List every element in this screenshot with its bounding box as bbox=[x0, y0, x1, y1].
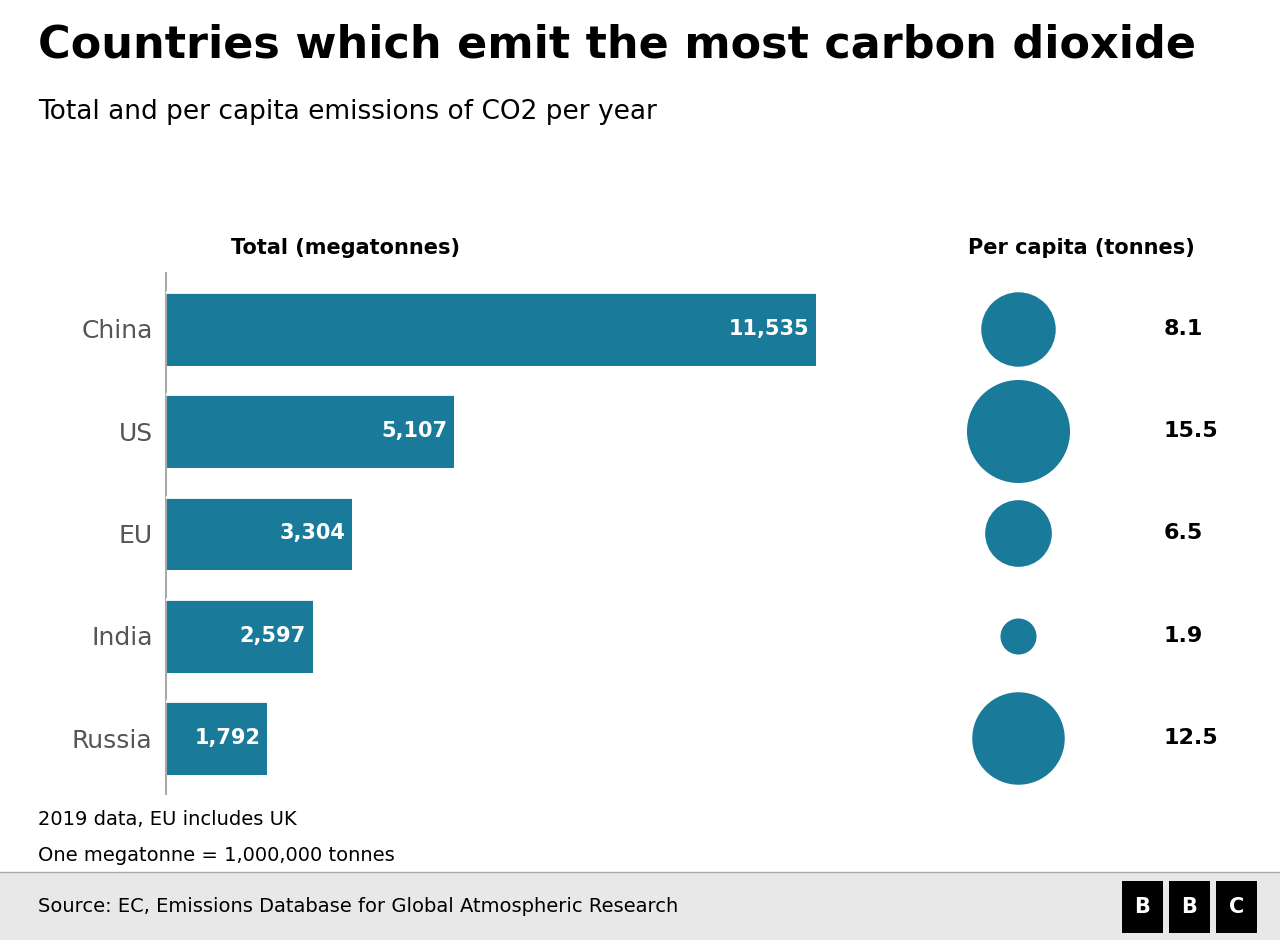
Text: Source: EC, Emissions Database for Global Atmospheric Research: Source: EC, Emissions Database for Globa… bbox=[38, 897, 678, 916]
Text: 15.5: 15.5 bbox=[1164, 421, 1219, 441]
Text: B: B bbox=[1134, 897, 1151, 916]
Text: Total (megatonnes): Total (megatonnes) bbox=[232, 239, 460, 258]
Text: 11,535: 11,535 bbox=[728, 319, 809, 338]
Text: Per capita (tonnes): Per capita (tonnes) bbox=[968, 239, 1196, 258]
Point bbox=[1009, 525, 1029, 540]
Bar bbox=[166, 496, 352, 571]
Point bbox=[1009, 730, 1029, 745]
Point bbox=[1009, 321, 1029, 337]
Text: One megatonne = 1,000,000 tonnes: One megatonne = 1,000,000 tonnes bbox=[38, 846, 396, 865]
Bar bbox=[166, 292, 817, 366]
Text: 2019 data, EU includes UK: 2019 data, EU includes UK bbox=[38, 810, 297, 829]
Point bbox=[1009, 424, 1029, 439]
Point bbox=[1009, 628, 1029, 643]
Text: C: C bbox=[1229, 897, 1244, 916]
Text: B: B bbox=[1181, 897, 1197, 916]
Text: Countries which emit the most carbon dioxide: Countries which emit the most carbon dio… bbox=[38, 24, 1197, 67]
Text: 6.5: 6.5 bbox=[1164, 524, 1203, 543]
Bar bbox=[166, 599, 312, 672]
Bar bbox=[166, 394, 454, 468]
FancyBboxPatch shape bbox=[1216, 881, 1257, 932]
FancyBboxPatch shape bbox=[1169, 881, 1210, 932]
Text: 3,304: 3,304 bbox=[280, 524, 346, 543]
Text: 5,107: 5,107 bbox=[381, 421, 447, 441]
Text: 8.1: 8.1 bbox=[1164, 319, 1203, 338]
Text: Total and per capita emissions of CO2 per year: Total and per capita emissions of CO2 pe… bbox=[38, 99, 657, 125]
Bar bbox=[166, 701, 268, 775]
Text: 2,597: 2,597 bbox=[239, 626, 306, 646]
Text: 12.5: 12.5 bbox=[1164, 728, 1219, 748]
FancyBboxPatch shape bbox=[1123, 881, 1162, 932]
Text: 1.9: 1.9 bbox=[1164, 626, 1203, 646]
Text: 1,792: 1,792 bbox=[195, 728, 261, 748]
